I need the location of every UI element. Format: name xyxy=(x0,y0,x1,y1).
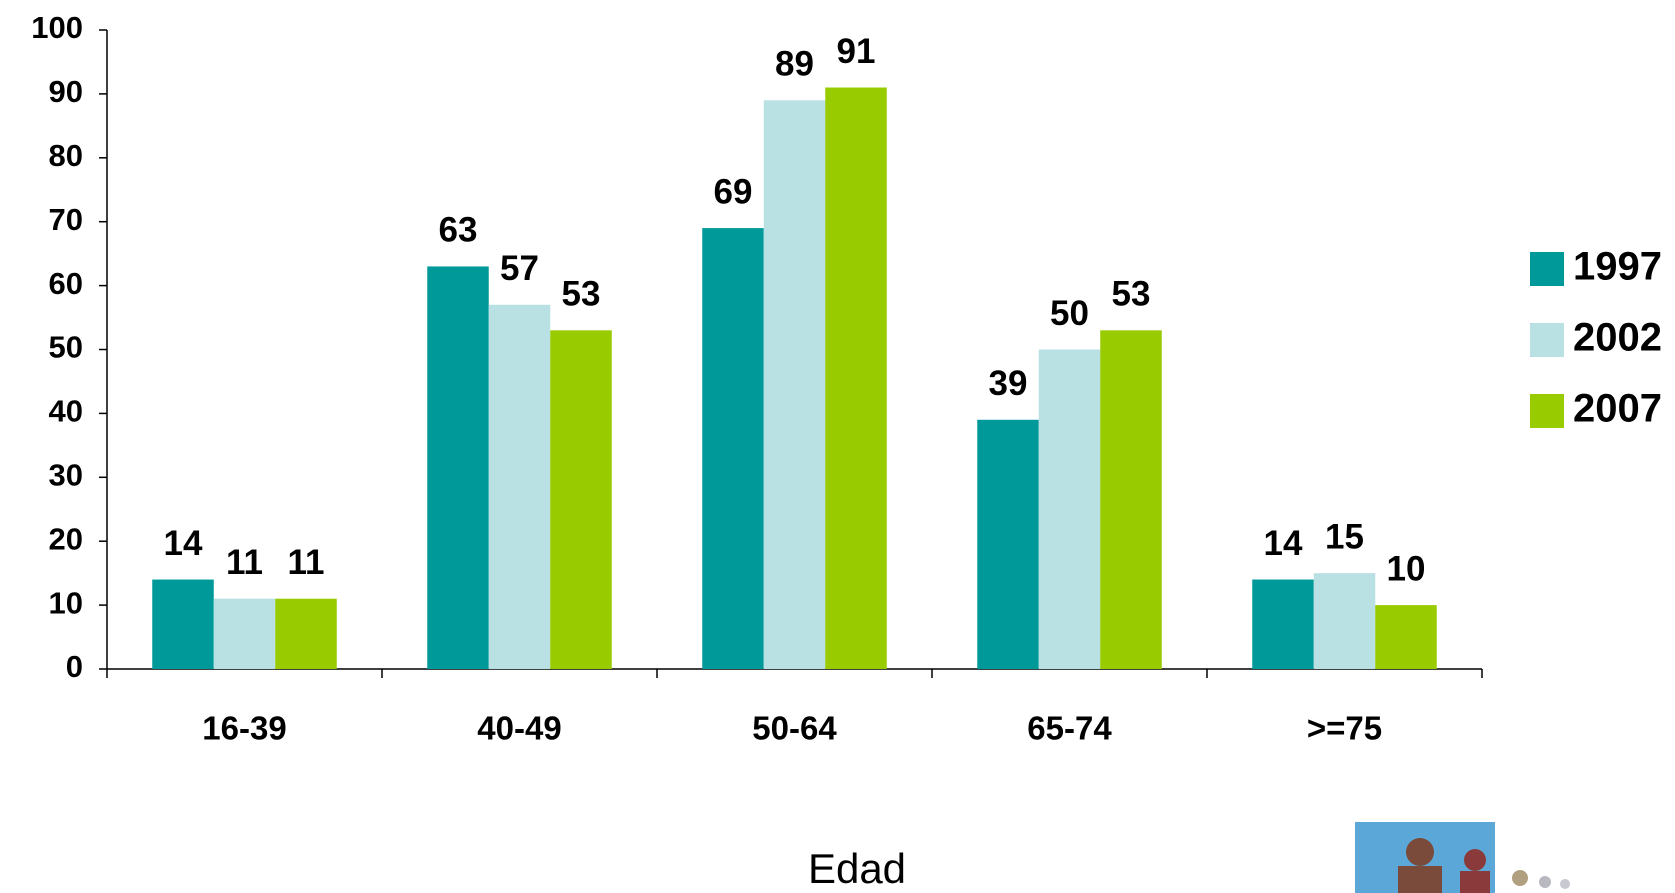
y-tick-label: 90 xyxy=(49,74,83,109)
y-tick-label: 0 xyxy=(66,649,83,684)
bar xyxy=(488,304,551,669)
value-label: 11 xyxy=(226,543,263,582)
value-label: 14 xyxy=(164,524,203,563)
bar xyxy=(702,228,764,669)
value-label: 57 xyxy=(500,249,539,288)
x-tick-label: 65-74 xyxy=(1027,710,1112,747)
value-label: 53 xyxy=(1112,275,1151,314)
value-label: 89 xyxy=(775,45,814,84)
bar xyxy=(1375,605,1437,669)
legend-swatch xyxy=(1530,394,1564,428)
y-tick-label: 10 xyxy=(49,585,83,620)
bar xyxy=(1100,330,1162,669)
bar xyxy=(275,598,337,669)
x-tick-label: 40-49 xyxy=(477,710,561,747)
y-tick-label: 100 xyxy=(31,10,83,45)
y-tick-label: 30 xyxy=(49,457,83,492)
bar xyxy=(550,330,612,669)
value-label: 69 xyxy=(714,172,753,211)
bar xyxy=(825,87,887,669)
value-label: 63 xyxy=(439,211,478,250)
bar xyxy=(213,598,276,669)
y-tick-label: 40 xyxy=(49,394,83,429)
bar xyxy=(763,100,826,670)
legend-swatch xyxy=(1530,252,1564,286)
x-axis-label: Edad xyxy=(808,845,906,892)
legend-label: 2007 xyxy=(1573,387,1662,431)
value-label: 39 xyxy=(989,364,1028,403)
y-tick-label: 50 xyxy=(49,330,83,365)
x-tick-label: >=75 xyxy=(1307,710,1382,747)
logo xyxy=(1355,822,1570,893)
value-label: 11 xyxy=(288,543,325,582)
y-tick-label: 70 xyxy=(49,202,83,237)
value-label: 91 xyxy=(837,32,876,71)
bar xyxy=(1252,579,1314,669)
bar xyxy=(977,419,1039,669)
bar xyxy=(152,579,214,669)
value-label: 14 xyxy=(1264,524,1303,563)
y-tick-label: 80 xyxy=(49,138,83,173)
legend-label: 2002 xyxy=(1573,316,1662,360)
x-tick-label: 16-39 xyxy=(202,710,286,747)
value-label: 50 xyxy=(1050,294,1089,333)
value-label: 10 xyxy=(1387,549,1426,588)
value-label: 53 xyxy=(562,275,601,314)
bar xyxy=(1313,573,1376,669)
x-tick-label: 50-64 xyxy=(752,710,837,747)
y-tick-label: 20 xyxy=(49,521,83,556)
bar xyxy=(427,266,489,669)
legend-swatch xyxy=(1530,323,1564,357)
bar xyxy=(1038,349,1101,669)
y-tick-label: 60 xyxy=(49,266,83,301)
value-label: 15 xyxy=(1325,517,1364,556)
legend-label: 1997 xyxy=(1573,245,1662,289)
